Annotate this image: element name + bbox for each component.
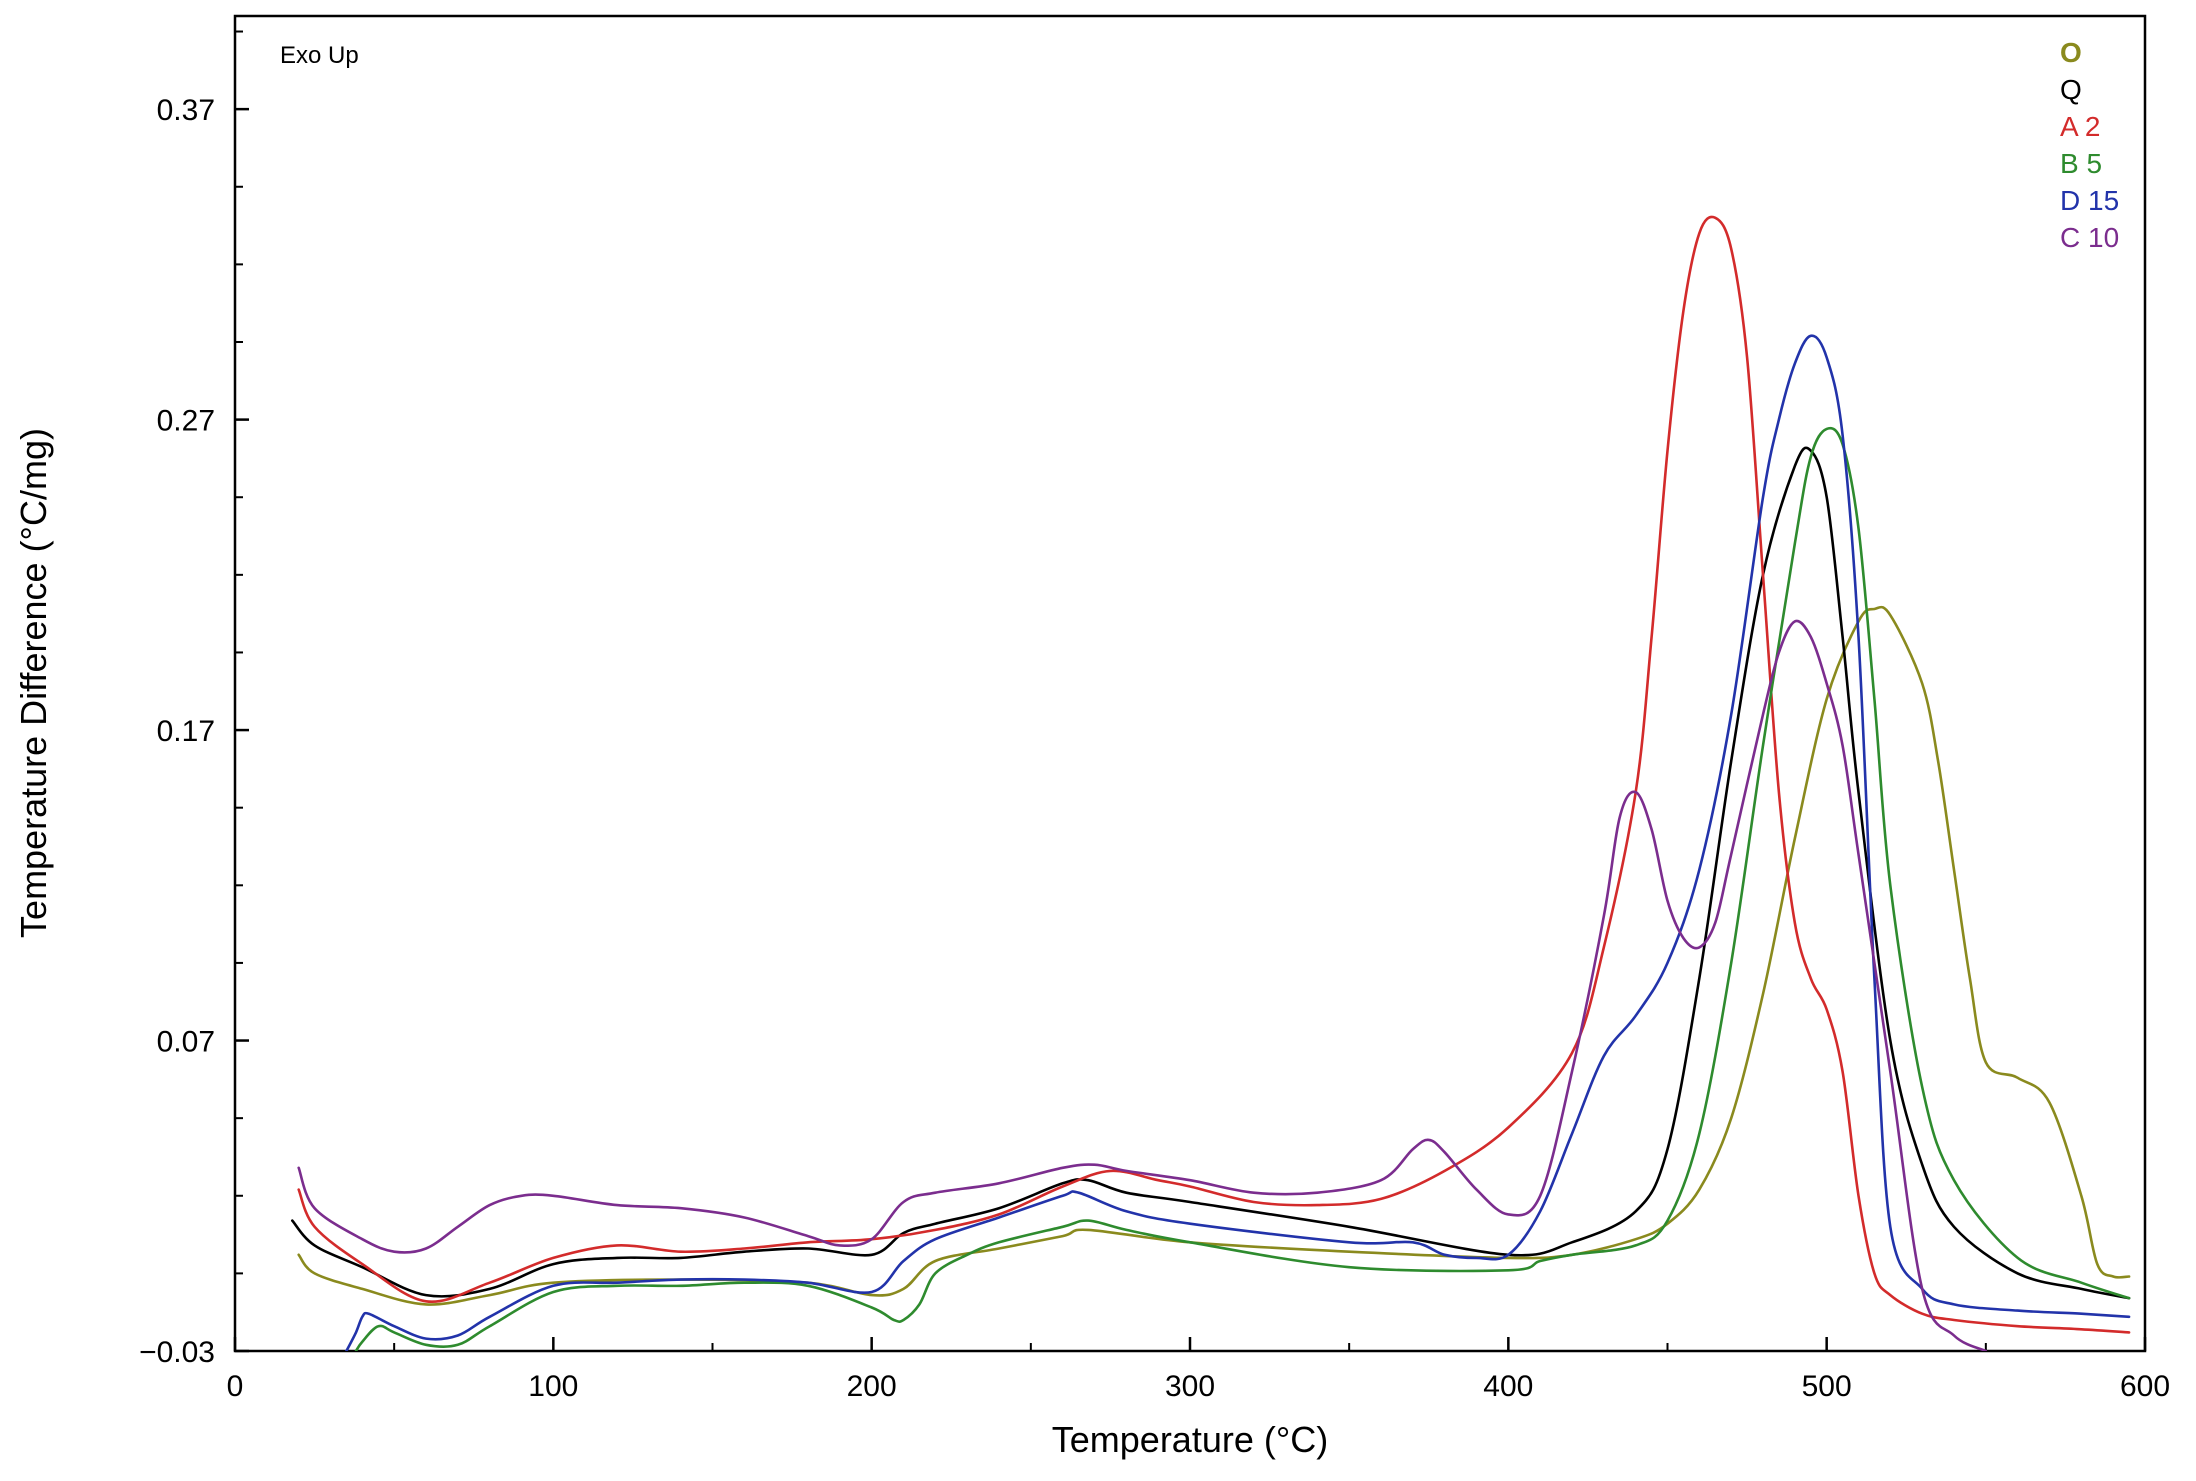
- y-tick-label: 0.37: [157, 94, 215, 127]
- y-axis: −0.03 0.07 0.17 0.27 0.37: [139, 30, 249, 1369]
- series-lines: [291, 215, 2131, 1351]
- y-tick-label: 0.27: [157, 405, 215, 438]
- x-axis-title: Temperature (°C): [1052, 1419, 1328, 1460]
- legend-entry: Q: [2060, 74, 2082, 105]
- series-line-c-10: [297, 619, 1988, 1351]
- y-tick-label: 0.07: [157, 1026, 215, 1059]
- legend-entry: A 2: [2060, 111, 2100, 142]
- series-line-a-2: [297, 215, 2131, 1334]
- x-tick-label: 200: [847, 1370, 897, 1403]
- y-tick-label: −0.03: [139, 1336, 215, 1369]
- x-tick-label: 0: [227, 1370, 244, 1403]
- series-line-d-15: [345, 334, 2131, 1351]
- x-tick-label: 100: [528, 1370, 578, 1403]
- y-axis-title: Temperature Difference (°C/mg): [13, 428, 54, 938]
- legend-entry: O: [2060, 37, 2082, 68]
- series-line-q: [291, 446, 2131, 1300]
- x-tick-label: 500: [1802, 1370, 1852, 1403]
- x-axis: 0 100 200 300 400 500 600: [227, 1337, 2170, 1403]
- series-line-b-5: [354, 426, 2131, 1351]
- x-tick-label: 600: [2120, 1370, 2170, 1403]
- plot-area-frame: [233, 14, 2147, 1353]
- legend-entry: C 10: [2060, 222, 2119, 253]
- legend-entry: B 5: [2060, 148, 2102, 179]
- legend-entry: D 15: [2060, 185, 2119, 216]
- x-tick-label: 300: [1165, 1370, 1215, 1403]
- legend: OQ A 2 B 5 D 15 C 10: [2060, 37, 2119, 253]
- x-tick-label: 400: [1483, 1370, 1533, 1403]
- y-tick-label: 0.17: [157, 715, 215, 748]
- exo-up-annotation: Exo Up: [280, 42, 359, 69]
